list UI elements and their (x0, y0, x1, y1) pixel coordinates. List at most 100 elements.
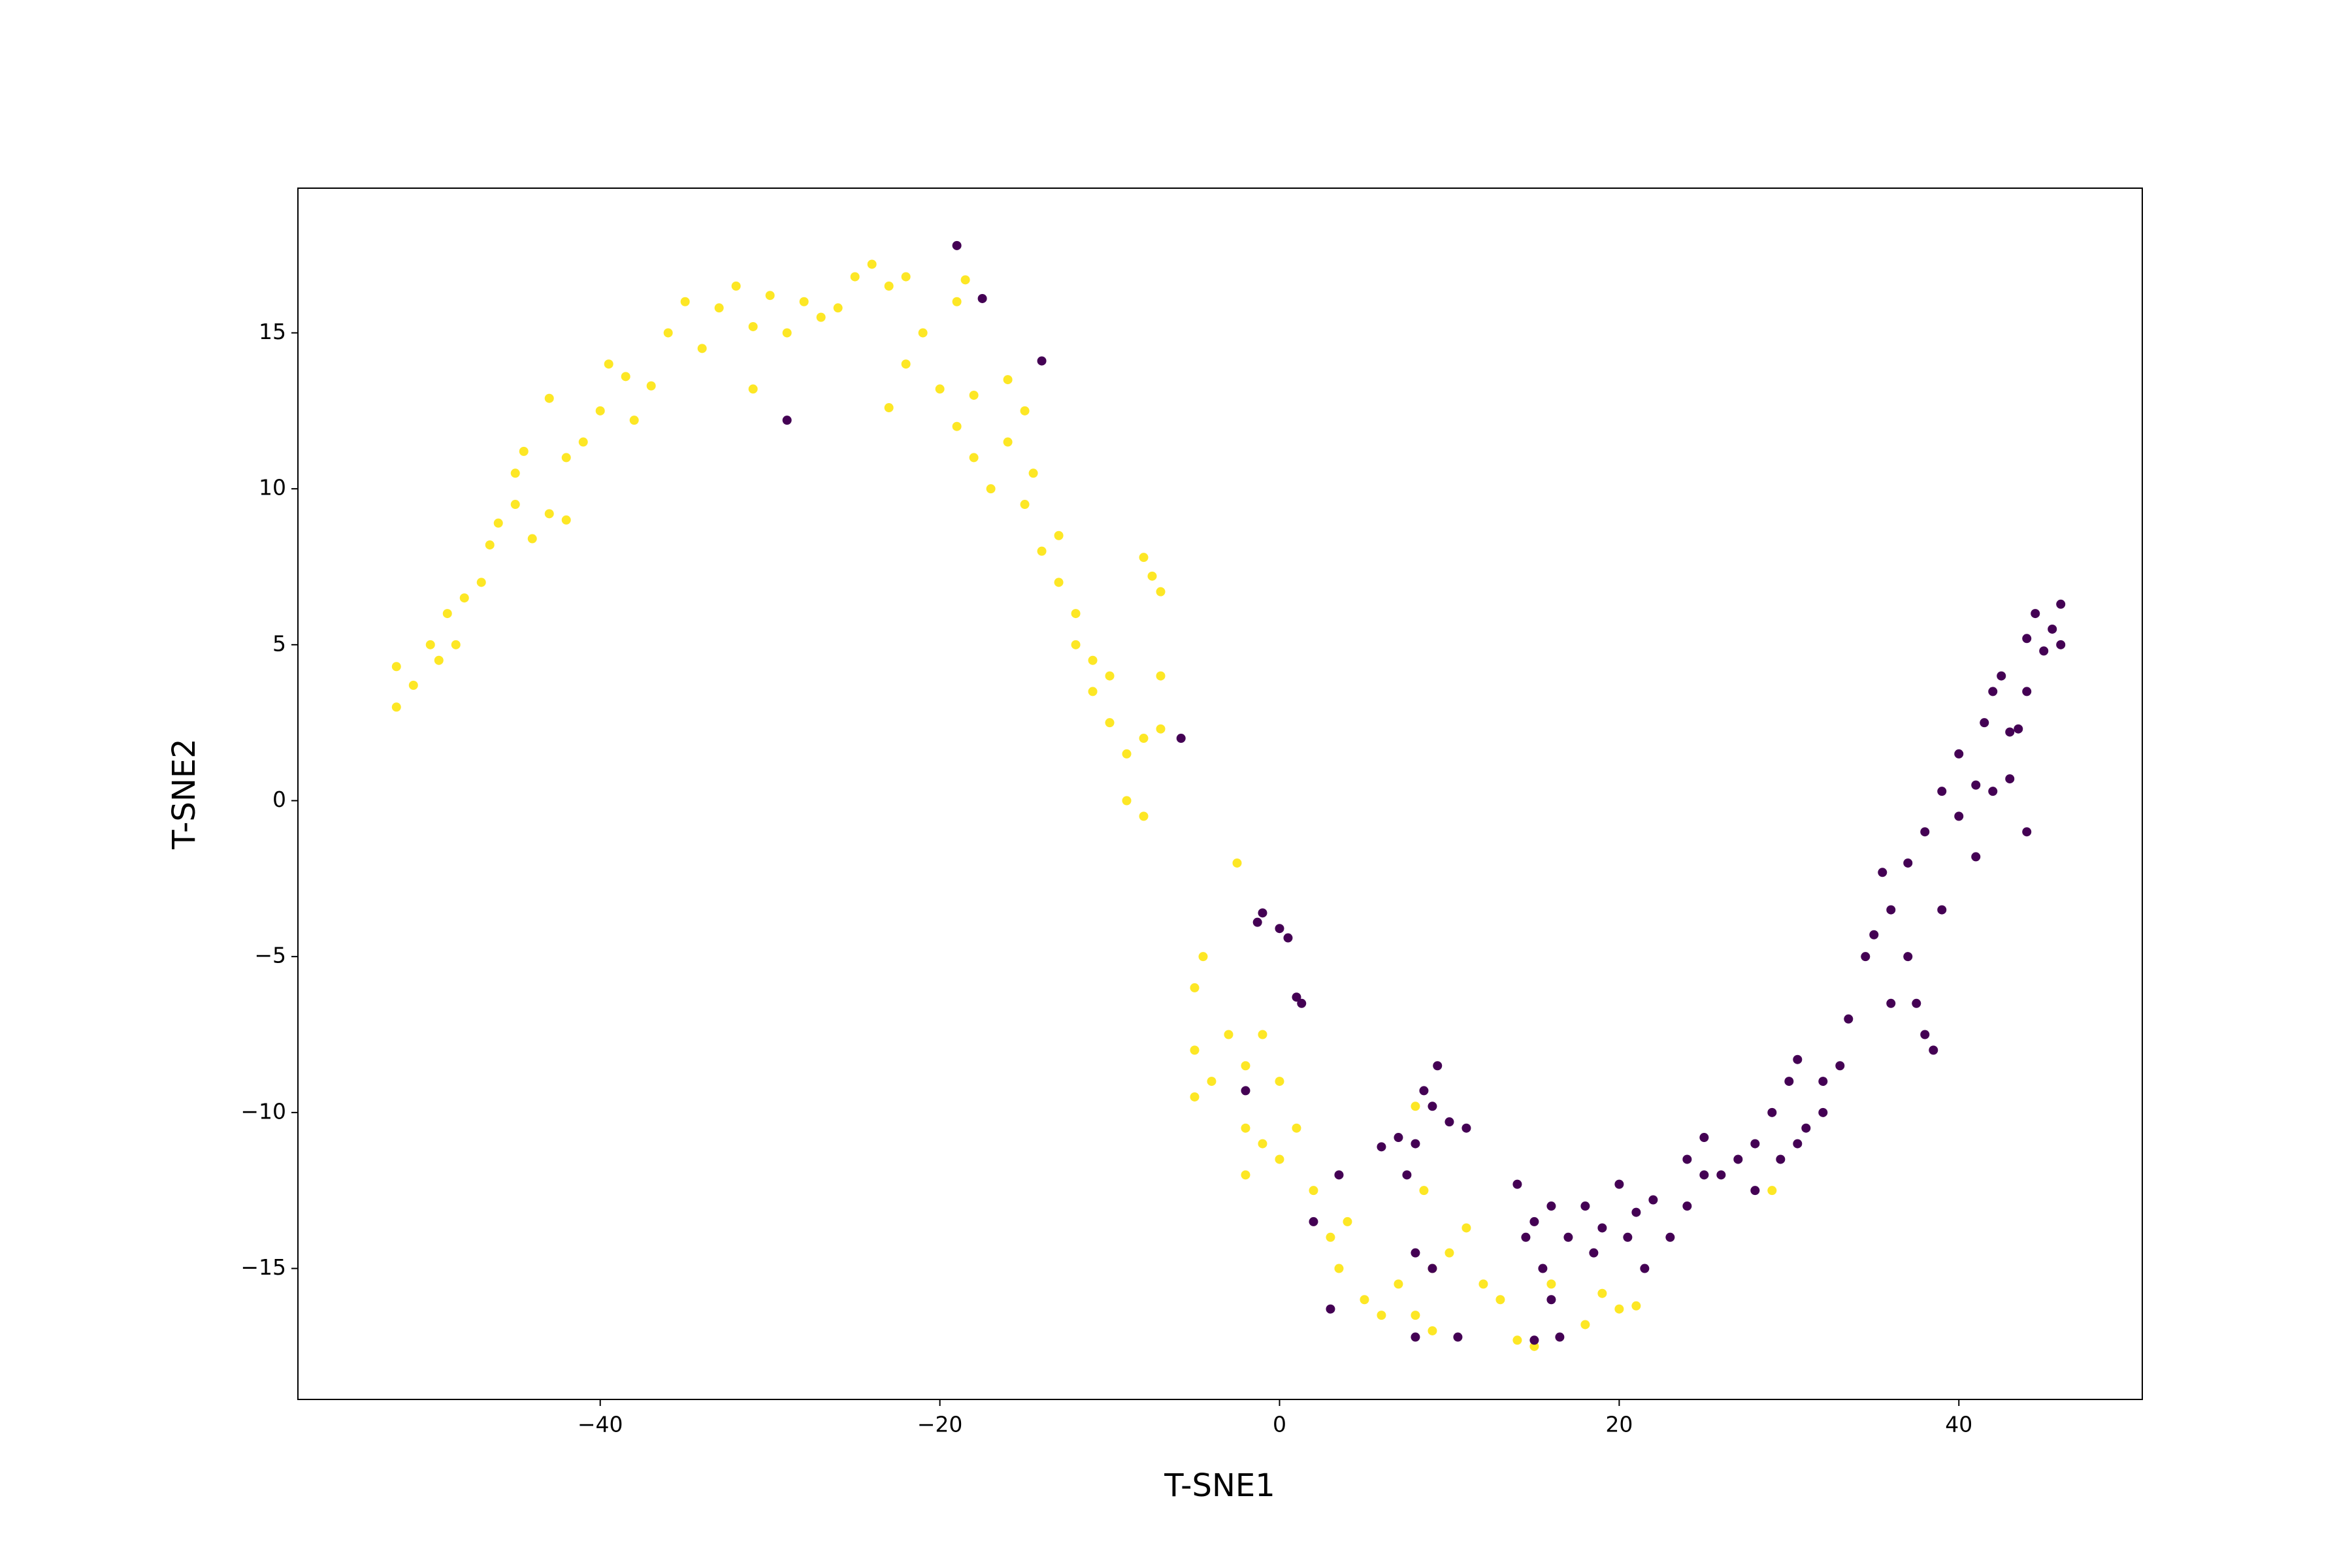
point (884, 403, 894, 413)
point (1394, 1279, 1403, 1289)
point (1147, 571, 1157, 581)
point (1767, 1107, 1777, 1117)
point (561, 515, 571, 525)
y-tick-label: 5 (272, 630, 286, 656)
point (1997, 671, 2006, 681)
point (986, 484, 996, 494)
point (1232, 858, 1242, 868)
point (2039, 646, 2049, 656)
point (1793, 1139, 1803, 1149)
point (1071, 640, 1081, 649)
point (799, 297, 809, 306)
point (1198, 952, 1208, 962)
point (408, 680, 418, 690)
point (485, 540, 495, 550)
point (629, 416, 639, 425)
point (1640, 1264, 1650, 1273)
point (850, 272, 860, 282)
point (1003, 375, 1013, 385)
point (1252, 917, 1262, 927)
point (1139, 811, 1149, 821)
point (1309, 1217, 1318, 1226)
point (663, 328, 673, 338)
point (1139, 553, 1149, 563)
point (901, 272, 911, 282)
point (952, 240, 962, 250)
point (1546, 1295, 1556, 1305)
point (1419, 1086, 1429, 1096)
point (519, 446, 529, 456)
y-tick-label: −10 (240, 1098, 286, 1124)
point (1445, 1117, 1454, 1127)
point (1631, 1301, 1641, 1311)
point (2022, 687, 2032, 696)
point (1750, 1186, 1760, 1196)
point (544, 509, 554, 519)
point (2031, 609, 2040, 619)
point (1521, 1232, 1531, 1242)
point (1275, 924, 1284, 934)
point (1241, 1170, 1250, 1180)
point (969, 390, 979, 400)
x-tick-label: −20 (917, 1412, 963, 1437)
point (510, 468, 520, 478)
point (918, 328, 928, 338)
point (1699, 1170, 1709, 1180)
point (1258, 908, 1267, 918)
point (1360, 1295, 1369, 1305)
y-tick-label: 15 (259, 319, 286, 344)
point (1462, 1223, 1471, 1233)
point (1776, 1154, 1786, 1164)
point (1920, 827, 1930, 837)
point (1428, 1264, 1437, 1273)
point (604, 359, 613, 369)
point (680, 297, 690, 306)
point (952, 421, 962, 431)
point (1433, 1061, 1443, 1071)
point (1512, 1179, 1522, 1189)
point (1971, 780, 1981, 790)
point (493, 518, 503, 528)
point (1088, 655, 1098, 665)
point (697, 344, 707, 353)
point (1614, 1179, 1624, 1189)
point (1462, 1123, 1471, 1133)
point (1529, 1217, 1539, 1226)
point (952, 297, 962, 306)
point (621, 372, 630, 382)
point (578, 437, 588, 447)
point (1912, 998, 1921, 1008)
point (1411, 1248, 1420, 1258)
point (1224, 1030, 1233, 1039)
point (1275, 1154, 1284, 1164)
point (1750, 1139, 1760, 1149)
point (2022, 634, 2032, 644)
point (1801, 1123, 1811, 1133)
point (1326, 1232, 1335, 1242)
point (1122, 749, 1132, 759)
x-tick-label: 40 (1945, 1412, 1972, 1437)
point (544, 393, 554, 403)
point (1878, 868, 1887, 877)
point (451, 640, 461, 649)
point (1419, 1186, 1429, 1196)
point (1037, 546, 1047, 556)
point (561, 453, 571, 463)
point (1988, 687, 1998, 696)
point (1190, 1092, 1200, 1102)
point (884, 281, 894, 291)
point (1614, 1304, 1624, 1314)
point (2056, 640, 2066, 649)
point (2056, 599, 2066, 609)
point (1869, 930, 1879, 939)
point (1886, 905, 1896, 915)
point (1793, 1054, 1803, 1064)
point (1054, 531, 1064, 540)
point (1411, 1139, 1420, 1149)
point (1971, 852, 1981, 862)
point (1512, 1335, 1522, 1345)
point (1733, 1154, 1743, 1164)
point (1716, 1170, 1726, 1180)
point (1122, 796, 1132, 806)
point (1903, 858, 1913, 868)
